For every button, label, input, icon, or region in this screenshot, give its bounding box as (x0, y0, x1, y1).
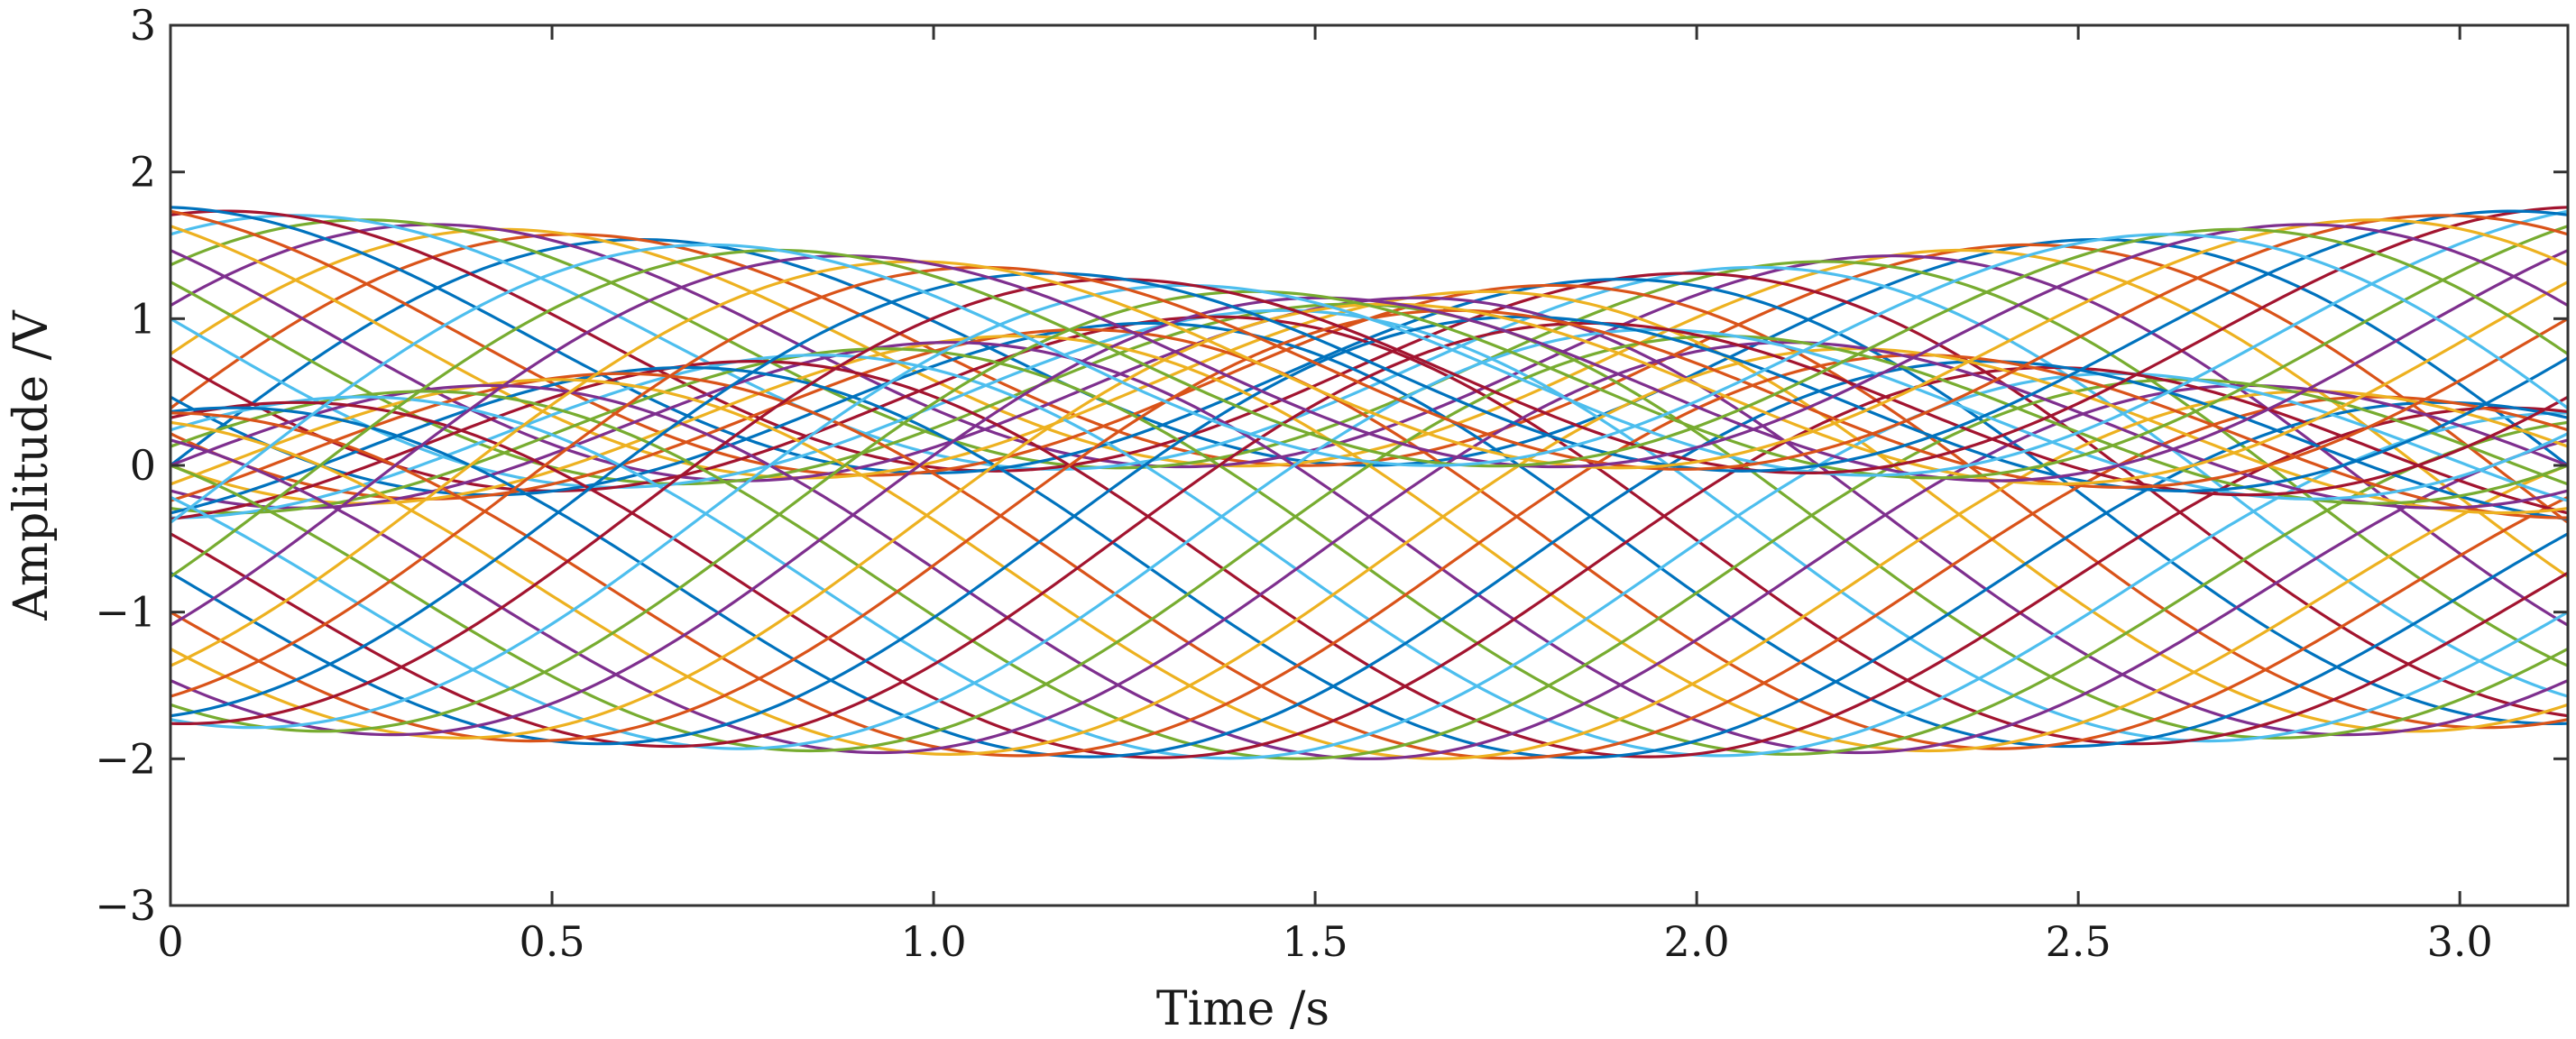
y-tick-label: −2 (95, 734, 156, 783)
series-line-40 (170, 225, 2568, 733)
series-line-28 (170, 365, 2568, 759)
series-line-32 (170, 341, 2568, 755)
series-line-9 (170, 209, 2568, 730)
y-tick-label: 1 (130, 294, 156, 343)
series-line-45 (170, 218, 2568, 667)
series-line-39 (170, 248, 2568, 737)
series-line-41 (170, 209, 2568, 730)
series-line-12 (170, 280, 2568, 740)
series-line-23 (170, 372, 2568, 760)
series-line-43 (170, 209, 2568, 718)
y-tick-label: 2 (130, 148, 156, 197)
y-axis-ticks: −3 −2 −1 0 1 2 3 (95, 1, 2568, 930)
series-line-17 (170, 334, 2568, 753)
x-axis-label: Time /s (1156, 982, 1329, 1036)
x-tick-label: 2.5 (2046, 917, 2111, 966)
x-tick-label: 1.5 (1283, 917, 1348, 966)
y-tick-label: 0 (130, 441, 156, 490)
series-line-33 (170, 334, 2568, 753)
y-axis-label: Amplitude /V (5, 309, 59, 621)
series-line-48 (170, 233, 2568, 524)
series-line-46 (170, 223, 2568, 627)
series-line-7 (170, 209, 2568, 718)
x-tick-label: 0 (157, 917, 183, 966)
series-line-31 (170, 347, 2568, 756)
x-axis-ticks: 0 0.5 1.0 1.5 2.0 2.5 3.0 (157, 25, 2493, 966)
series-line-20 (170, 354, 2568, 758)
series-line-36 (170, 315, 2568, 746)
x-tick-label: 3.0 (2427, 917, 2493, 966)
series-line-30 (170, 354, 2568, 758)
y-tick-label: −3 (95, 881, 156, 930)
y-tick-label: 3 (130, 1, 156, 50)
series-line-34 (170, 327, 2568, 750)
series-line-44 (170, 214, 2568, 698)
series-line-4 (170, 223, 2568, 627)
x-tick-label: 1.0 (900, 917, 966, 966)
series-line-27 (170, 372, 2568, 760)
x-tick-label: 2.0 (1664, 917, 1730, 966)
series-line-35 (170, 321, 2568, 749)
y-tick-label: −1 (95, 588, 156, 637)
x-tick-label: 0.5 (519, 917, 584, 966)
series-line-38 (170, 280, 2568, 740)
series-line-19 (170, 347, 2568, 756)
series-line-42 (170, 206, 2568, 726)
series-lines (170, 206, 2568, 760)
